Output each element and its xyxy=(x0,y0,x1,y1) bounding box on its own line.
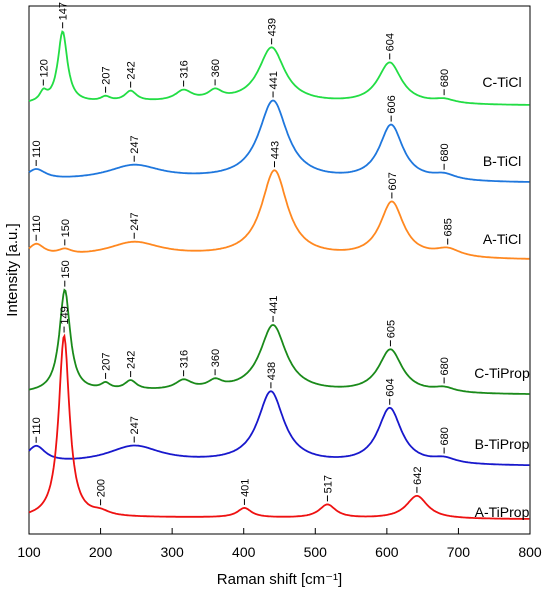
peak-label: 150 xyxy=(60,260,72,278)
peak-labels-layer: C-TiCl 120 147 207 242 316 360 439 604 680 B-TiCl 1… xyxy=(31,2,530,520)
peak-label: 680 xyxy=(439,143,451,161)
series-line-a-tiprop xyxy=(28,333,530,520)
peak-label: 247 xyxy=(129,135,141,153)
peak-label: 604 xyxy=(385,33,397,51)
x-tick-label: 400 xyxy=(232,544,256,560)
peak-label: 110 xyxy=(31,140,43,158)
peak-label: 316 xyxy=(179,60,191,78)
peak-label: 316 xyxy=(179,350,191,368)
series-line-a-ticl xyxy=(28,169,530,260)
peak-label: 200 xyxy=(96,479,108,497)
peak-label: 604 xyxy=(385,378,397,396)
peak-label: 439 xyxy=(267,18,279,36)
series-layer xyxy=(28,30,530,520)
peak-label: 360 xyxy=(210,59,222,77)
peak-label: 438 xyxy=(266,362,278,380)
x-tick-label: 500 xyxy=(304,544,328,560)
peak-label: 642 xyxy=(412,467,424,485)
series-line-c-ticl xyxy=(28,30,530,106)
peak-label: 147 xyxy=(58,2,70,20)
peak-label: 110 xyxy=(31,215,43,233)
series-label-b-tiprop: B-TiProp xyxy=(475,436,530,452)
peak-label: 360 xyxy=(210,349,222,367)
series-line-b-tiprop xyxy=(28,390,530,466)
x-axis-title: Raman shift [cm⁻¹] xyxy=(217,571,342,588)
x-tick-label: 700 xyxy=(447,544,471,560)
y-axis-title: Intensity [a.u.] xyxy=(4,223,21,316)
plot-frame xyxy=(28,5,531,535)
peak-label: 120 xyxy=(38,59,50,77)
peak-label: 680 xyxy=(439,427,451,445)
series-label-a-ticl: A-TiCl xyxy=(483,231,521,247)
peak-label: 207 xyxy=(101,353,113,371)
series-line-c-tiprop xyxy=(28,288,530,395)
peak-label: 443 xyxy=(269,141,281,159)
peak-label: 685 xyxy=(443,218,455,236)
peak-label: 517 xyxy=(322,475,334,493)
peak-label: 149 xyxy=(59,306,71,324)
series-label-c-ticl: C-TiCl xyxy=(482,74,521,90)
peak-label: 247 xyxy=(129,416,141,434)
x-tick-label: 300 xyxy=(160,544,184,560)
x-tick-label: 200 xyxy=(89,544,113,560)
peak-label: 110 xyxy=(31,417,43,435)
x-axis: 100 200 300 400 500 600 700 800 xyxy=(17,528,542,560)
x-tick-label: 100 xyxy=(17,544,41,560)
series-line-b-ticl xyxy=(28,99,530,183)
peak-label: 242 xyxy=(126,61,138,79)
peak-label: 680 xyxy=(439,357,451,375)
peak-label: 150 xyxy=(60,219,72,237)
peak-label: 606 xyxy=(386,95,398,113)
series-label-b-ticl: B-TiCl xyxy=(483,153,521,169)
peak-label: 242 xyxy=(126,351,138,369)
series-label-c-tiprop: C-TiProp xyxy=(474,365,530,381)
series-label-a-tiprop: A-TiProp xyxy=(475,504,530,520)
peak-label: 401 xyxy=(239,479,251,497)
peak-label: 247 xyxy=(129,212,141,230)
x-tick-label: 600 xyxy=(375,544,399,560)
peak-label: 680 xyxy=(439,69,451,87)
peak-label: 441 xyxy=(268,296,280,314)
peak-label: 207 xyxy=(101,66,113,84)
x-tick-label: 800 xyxy=(518,544,542,560)
peak-label: 605 xyxy=(385,320,397,338)
peak-label: 607 xyxy=(387,172,399,190)
peak-label: 441 xyxy=(268,71,280,89)
